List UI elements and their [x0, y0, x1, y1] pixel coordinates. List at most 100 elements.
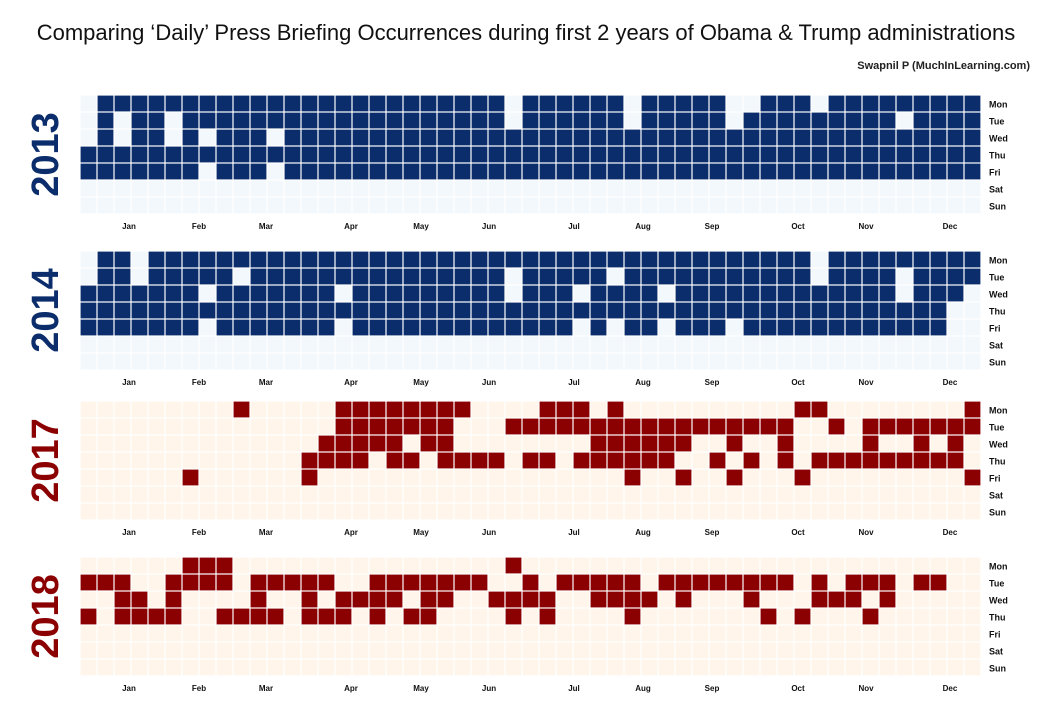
briefing-day-cell [760, 608, 777, 625]
briefing-day-cell [522, 302, 539, 319]
no-briefing-day-cell [845, 197, 862, 214]
no-briefing-day-cell [505, 503, 522, 520]
briefing-day-cell [250, 95, 267, 112]
no-briefing-day-cell [471, 180, 488, 197]
no-briefing-day-cell [318, 180, 335, 197]
briefing-day-cell [148, 319, 165, 336]
briefing-day-cell [726, 302, 743, 319]
briefing-day-cell [794, 319, 811, 336]
briefing-day-cell [250, 302, 267, 319]
no-briefing-day-cell [692, 353, 709, 370]
briefing-day-cell [828, 146, 845, 163]
no-briefing-day-cell [930, 625, 947, 642]
briefing-day-cell [505, 319, 522, 336]
no-briefing-day-cell [233, 503, 250, 520]
no-briefing-day-cell [471, 336, 488, 353]
briefing-day-cell [964, 112, 981, 129]
no-briefing-day-cell [692, 401, 709, 418]
briefing-day-cell [556, 163, 573, 180]
briefing-day-cell [692, 319, 709, 336]
briefing-day-cell [233, 285, 250, 302]
no-briefing-day-cell [403, 180, 420, 197]
no-briefing-day-cell [131, 659, 148, 676]
no-briefing-day-cell [794, 452, 811, 469]
briefing-day-cell [913, 418, 930, 435]
no-briefing-day-cell [913, 486, 930, 503]
briefing-day-cell [301, 251, 318, 268]
no-briefing-day-cell [794, 659, 811, 676]
month-label: Aug [635, 378, 651, 387]
briefing-day-cell [556, 251, 573, 268]
no-briefing-day-cell [522, 608, 539, 625]
briefing-day-cell [539, 401, 556, 418]
no-briefing-day-cell [199, 163, 216, 180]
no-briefing-day-cell [199, 625, 216, 642]
briefing-day-cell [182, 285, 199, 302]
briefing-day-cell [624, 146, 641, 163]
briefing-day-cell [641, 163, 658, 180]
month-label: Jun [482, 528, 496, 537]
briefing-day-cell [930, 302, 947, 319]
briefing-day-cell [267, 268, 284, 285]
briefing-day-cell [607, 163, 624, 180]
no-briefing-day-cell [335, 336, 352, 353]
no-briefing-day-cell [386, 503, 403, 520]
no-briefing-day-cell [335, 353, 352, 370]
no-briefing-day-cell [896, 435, 913, 452]
briefing-day-cell [301, 452, 318, 469]
briefing-day-cell [624, 268, 641, 285]
briefing-day-cell [624, 608, 641, 625]
no-briefing-day-cell [675, 353, 692, 370]
no-briefing-day-cell [845, 642, 862, 659]
no-briefing-day-cell [539, 557, 556, 574]
briefing-day-cell [828, 319, 845, 336]
no-briefing-day-cell [641, 625, 658, 642]
no-briefing-day-cell [165, 452, 182, 469]
briefing-day-cell [318, 285, 335, 302]
briefing-day-cell [913, 251, 930, 268]
briefing-day-cell [658, 574, 675, 591]
briefing-day-cell [488, 452, 505, 469]
no-briefing-day-cell [794, 353, 811, 370]
briefing-day-cell [420, 574, 437, 591]
month-label: Oct [791, 378, 805, 387]
no-briefing-day-cell [80, 197, 97, 214]
briefing-day-cell [250, 163, 267, 180]
no-briefing-day-cell [692, 557, 709, 574]
briefing-day-cell [233, 112, 250, 129]
month-label: Apr [344, 684, 358, 693]
briefing-day-cell [301, 302, 318, 319]
briefing-day-cell [573, 251, 590, 268]
no-briefing-day-cell [522, 435, 539, 452]
no-briefing-day-cell [386, 336, 403, 353]
briefing-day-cell [862, 146, 879, 163]
briefing-day-cell [624, 319, 641, 336]
no-briefing-day-cell [658, 659, 675, 676]
briefing-day-cell [114, 285, 131, 302]
briefing-day-cell [539, 163, 556, 180]
briefing-day-cell [675, 251, 692, 268]
no-briefing-day-cell [80, 591, 97, 608]
no-briefing-day-cell [641, 557, 658, 574]
briefing-day-cell [318, 251, 335, 268]
no-briefing-day-cell [488, 557, 505, 574]
briefing-day-cell [624, 163, 641, 180]
no-briefing-day-cell [437, 180, 454, 197]
briefing-day-cell [505, 302, 522, 319]
no-briefing-day-cell [573, 353, 590, 370]
briefing-day-cell [641, 285, 658, 302]
briefing-day-cell [879, 452, 896, 469]
no-briefing-day-cell [845, 180, 862, 197]
no-briefing-day-cell [709, 353, 726, 370]
month-label: Apr [344, 378, 358, 387]
no-briefing-day-cell [641, 574, 658, 591]
briefing-day-cell [488, 129, 505, 146]
no-briefing-day-cell [522, 180, 539, 197]
no-briefing-day-cell [845, 486, 862, 503]
briefing-day-cell [318, 574, 335, 591]
no-briefing-day-cell [335, 503, 352, 520]
briefing-day-cell [658, 435, 675, 452]
month-label: Mar [259, 378, 273, 387]
month-label: Apr [344, 222, 358, 231]
no-briefing-day-cell [743, 336, 760, 353]
